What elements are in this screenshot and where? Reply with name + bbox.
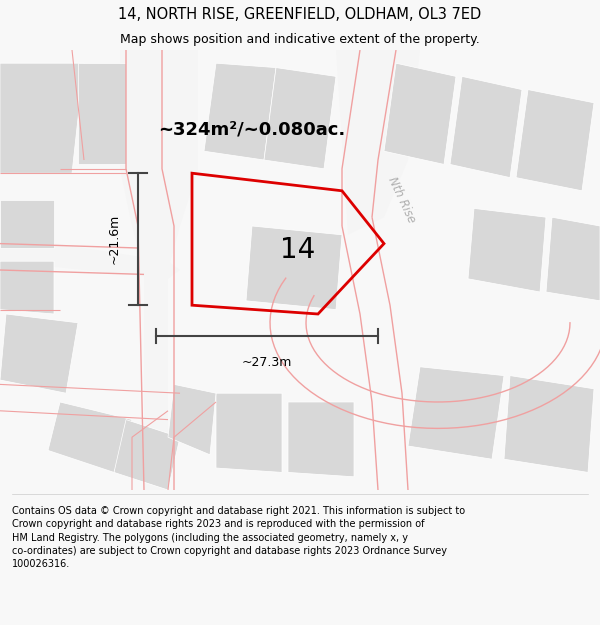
Polygon shape (468, 208, 546, 292)
Polygon shape (204, 63, 276, 160)
Polygon shape (0, 63, 84, 173)
Text: ~324m²/~0.080ac.: ~324m²/~0.080ac. (158, 120, 346, 138)
Polygon shape (0, 199, 54, 248)
Polygon shape (264, 68, 336, 169)
Polygon shape (336, 50, 420, 235)
Polygon shape (384, 63, 456, 164)
Text: Map shows position and indicative extent of the property.: Map shows position and indicative extent… (120, 32, 480, 46)
Text: 14, NORTH RISE, GREENFIELD, OLDHAM, OL3 7ED: 14, NORTH RISE, GREENFIELD, OLDHAM, OL3 … (118, 6, 482, 21)
Polygon shape (78, 63, 126, 164)
Text: ~27.3m: ~27.3m (242, 356, 292, 369)
Polygon shape (0, 235, 180, 279)
Text: Contains OS data © Crown copyright and database right 2021. This information is : Contains OS data © Crown copyright and d… (12, 506, 465, 569)
Polygon shape (504, 376, 594, 472)
Polygon shape (408, 367, 504, 459)
Text: ~21.6m: ~21.6m (107, 214, 121, 264)
Polygon shape (0, 261, 54, 314)
Polygon shape (516, 89, 594, 191)
Polygon shape (48, 402, 132, 472)
Polygon shape (546, 217, 600, 301)
Polygon shape (168, 384, 216, 455)
Polygon shape (0, 314, 78, 393)
Polygon shape (216, 393, 282, 472)
Polygon shape (120, 50, 198, 490)
Polygon shape (114, 419, 180, 490)
Text: 14: 14 (280, 236, 315, 264)
Polygon shape (246, 226, 342, 309)
Text: Nth Rise: Nth Rise (386, 174, 418, 225)
Polygon shape (450, 76, 522, 178)
Polygon shape (288, 402, 354, 477)
